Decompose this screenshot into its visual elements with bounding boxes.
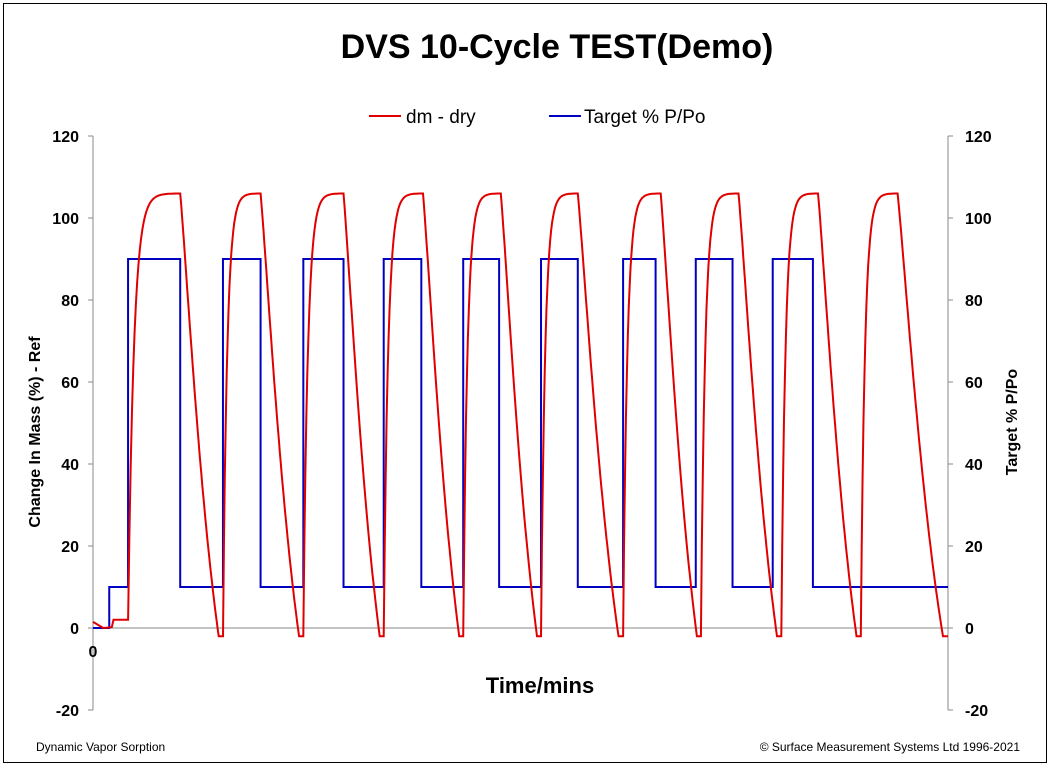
y-tick-label-left: 0 [70, 621, 79, 638]
y-tick-label-left: 100 [52, 211, 79, 228]
y-tick-label-right: -20 [965, 703, 988, 720]
y-tick-label-left: 80 [61, 293, 79, 310]
y-tick-label-right: 100 [965, 211, 992, 228]
y-tick-label-right: 60 [965, 375, 983, 392]
series-line-target [93, 258, 948, 629]
footer-copyright: © Surface Measurement Systems Ltd 1996-2… [759, 740, 1020, 754]
y-tick-label-right: 20 [965, 539, 983, 556]
y-tick-label-left: 120 [52, 129, 79, 146]
plot-area [92, 192, 948, 638]
chart-title: DVS 10-Cycle TEST(Demo) [341, 28, 774, 66]
axes: -20 0 20 40 60 80 100 120 -20 0 20 40 60 80 100 120 0 [52, 129, 992, 720]
footer-left-label: Dynamic Vapor Sorption [36, 740, 166, 754]
y-tick-label-right: 40 [965, 457, 983, 474]
y-tick-label-left: 60 [61, 375, 79, 392]
chart-svg: DVS 10-Cycle TEST(Demo) dm - dry Target … [27, 28, 1021, 720]
y-tick-label-left: 20 [61, 539, 79, 556]
y-axis-label-right: Target % P/Po [1004, 369, 1021, 476]
y-tick-label-left: -20 [56, 703, 79, 720]
y-tick-label-right: 0 [965, 621, 974, 638]
x-tick-label: 0 [89, 644, 98, 661]
chart-frame: DVS 10-Cycle TEST(Demo) dm - dry Target … [3, 3, 1047, 763]
x-axis-label: Time/mins [486, 673, 594, 698]
legend: dm - dry Target % P/Po [369, 107, 705, 128]
legend-label-dm-dry: dm - dry [406, 107, 476, 128]
y-tick-label-right: 80 [965, 293, 983, 310]
y-tick-label-left: 40 [61, 457, 79, 474]
y-tick-label-right: 120 [965, 129, 992, 146]
y-axis-label-left: Change In Mass (%) - Ref [27, 336, 44, 528]
legend-label-target: Target % P/Po [584, 107, 705, 128]
series-line-dm-dry [92, 192, 948, 638]
